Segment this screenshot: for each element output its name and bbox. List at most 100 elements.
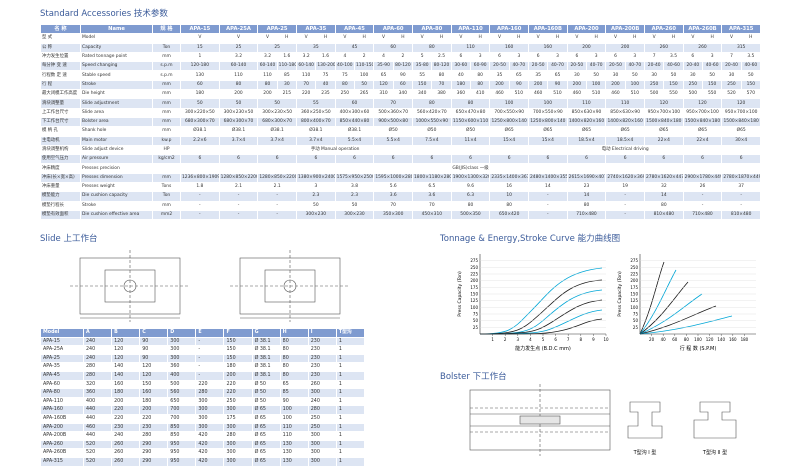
spec-cell: 120 (682, 98, 723, 109)
slide-cell: APA-60 (40, 379, 84, 390)
spec-cell: 80 (566, 200, 607, 211)
spec-cell: 20-40 (643, 61, 665, 72)
row-label-en: Bolster area (80, 116, 153, 128)
spec-cell: 手动 Manual operation (179, 144, 491, 156)
slide-cell: 260 (111, 448, 141, 458)
slide-cell: 280 (223, 431, 253, 441)
spec-cell: 90 (508, 79, 530, 91)
spec-cell: 250 (721, 79, 742, 91)
spec-cell: 75 (334, 70, 356, 81)
spec-cell: Ø65 (528, 126, 568, 137)
spec-cell: 70 (412, 200, 452, 211)
slide-cell: APA-25A (40, 345, 84, 355)
spec-cell: 850×630×90 (605, 107, 645, 118)
spec-row: 使用空气压力 Air pressure kg/cm2 6 6 6 6 6 6 6 6 6 6 6 6 6 6 6 (40, 154, 761, 165)
slide-cell: 300 (223, 448, 253, 458)
spec-cell: 40-70 (585, 61, 607, 72)
row-label-cn: 冲床精度 (40, 163, 81, 174)
slide-cell: 220 (139, 413, 169, 424)
row-label-en: Stable speed (80, 70, 153, 81)
spec-cell: 2780×1870×4490 (721, 172, 761, 184)
slide-cell: 1 (335, 396, 366, 407)
spec-cell: 16 (489, 182, 529, 193)
spec-cell: 60 (373, 42, 414, 53)
spec-cell: 200 (218, 89, 259, 100)
bolster-title-cn: 下工作台 (472, 372, 507, 382)
slide-cell: 950 (167, 448, 197, 458)
row-unit: HP (152, 144, 181, 156)
header-cell: Name (80, 23, 153, 35)
spec-cell: 460 (566, 89, 588, 100)
spec-cell: 300×230×50 (257, 107, 297, 118)
slide-cell: 180 (139, 396, 169, 407)
header-row: Model A B C D E F G H I T型沟 (40, 328, 366, 338)
spec-cell: 26 (682, 182, 723, 193)
spec-cell: 500 (682, 89, 703, 100)
slide-cell: 650 (167, 396, 197, 407)
spec-cell: H (585, 33, 607, 44)
row-label-en: Slide area (80, 107, 153, 118)
spec-cell: 1150×600×110 (450, 116, 491, 128)
y-tick-label: 250 (470, 265, 478, 270)
spec-cell: - (257, 209, 297, 221)
spec-cell: Ø65 (682, 126, 723, 137)
slide-drawings (70, 250, 350, 322)
spec-cell: 3.7×4 (257, 135, 297, 146)
spec-cell: 510 (547, 89, 568, 100)
spec-cell: V (373, 33, 394, 44)
header-cell: C (139, 328, 169, 338)
slide-cell: Ø 65 (251, 405, 281, 415)
spec-cell: V (295, 33, 317, 44)
spec-cell: 85 (276, 70, 298, 81)
spec-cell: 20-40 (721, 61, 742, 72)
row-unit: s.p.m (152, 70, 181, 81)
spec-cell: 60-90 (470, 61, 491, 72)
spec-cell: 200 (489, 79, 510, 91)
spec-cell: 300×220×50 (180, 107, 220, 118)
slide-cell: 1 (335, 448, 366, 458)
curve-title-cn: 能力曲线图 (577, 234, 621, 244)
slide-cell: APA-25 (40, 353, 84, 364)
spec-cell: 60-140 (295, 61, 317, 72)
slide-cell: 300 (167, 345, 197, 355)
bolster-type-label: T型沟 II 型 (702, 449, 727, 456)
spec-cell: 80 (470, 70, 491, 81)
row-unit: Ton (152, 191, 181, 202)
spec-cell: 80 (450, 200, 491, 211)
spec-cell: 70 (373, 200, 414, 211)
spec-cell: Ø38.1 (334, 126, 375, 137)
spec-cell: 6 (566, 154, 607, 165)
spec-cell: 7.5×4 (412, 135, 452, 146)
row-label-cn: 冲床重量 (40, 182, 81, 193)
spec-cell: Ø65 (566, 126, 607, 137)
spec-cell: 220 (295, 89, 317, 100)
header-cell: F (223, 328, 253, 338)
spec-cell: 3.2 (295, 51, 317, 63)
spec-cell: 80-120 (392, 61, 414, 72)
slide-cell: 420 (195, 448, 225, 458)
spec-cell: 6 (682, 51, 703, 63)
row-label-cn: 使用空气压力 (40, 154, 81, 165)
spec-cell: 130-200 (315, 61, 336, 72)
slide-cell: 80 (279, 370, 309, 381)
spec-cell: 9.6 (450, 182, 491, 193)
y-axis-label: Press Capacity (Ton) (457, 271, 463, 317)
x-tick-label: 120 (706, 337, 714, 342)
spec-cell: 560×420×70 (412, 107, 452, 118)
slide-cell: 90 (139, 353, 169, 364)
spec-cell: V (257, 33, 278, 44)
spec-cell: 150 (701, 79, 723, 91)
spec-cell: 250 (334, 89, 356, 100)
slide-cell: 300 (307, 388, 337, 398)
spec-cell: 550 (701, 89, 723, 100)
y-tick-label: 200 (630, 278, 638, 283)
spec-cell: 6 (605, 154, 645, 165)
spec-cell: 1 (180, 51, 220, 63)
slide-cell: 260 (111, 456, 141, 467)
slide-row: APA-15 240 120 90 300-150 Ø 38.1 80 230 1 (40, 336, 366, 347)
slide-cell: APA-200 (40, 422, 84, 433)
slide-cell: 140 (111, 370, 141, 381)
spec-row: 公 称 Capacity Ton 15 25 25 35 45 60 80 110 160 160 200… (40, 42, 761, 53)
